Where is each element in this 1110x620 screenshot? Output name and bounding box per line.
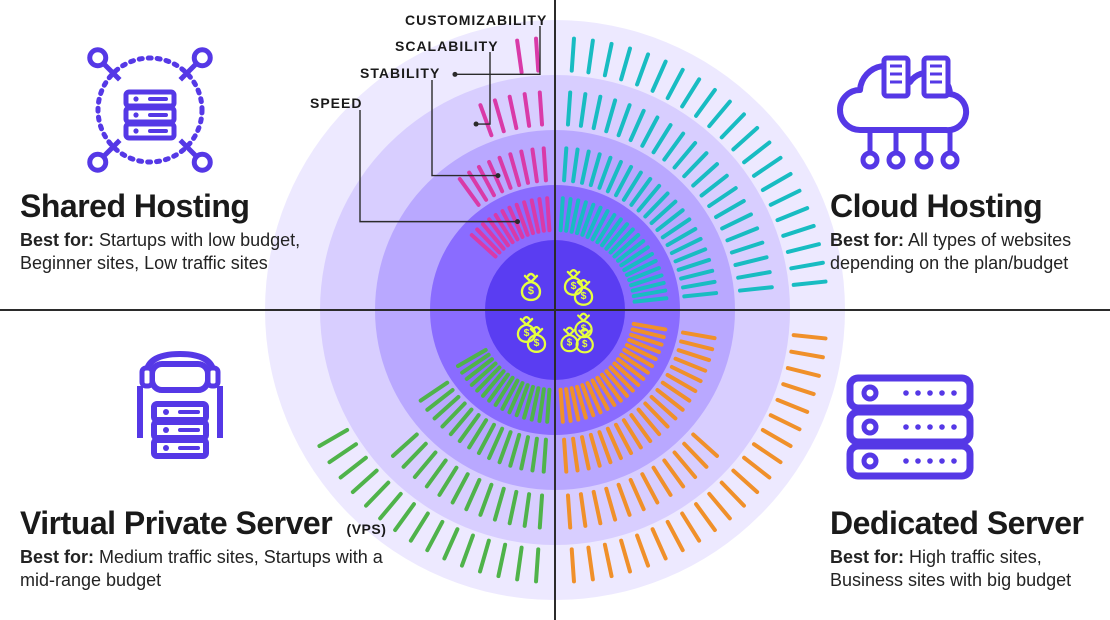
label-scalability: SCALABILITY — [395, 38, 499, 54]
vps-icon — [140, 354, 220, 456]
svg-text:$: $ — [581, 291, 587, 302]
shared-hosting-desc: Best for: Startups with low budget, Begi… — [20, 229, 320, 274]
svg-text:$: $ — [571, 281, 577, 292]
shared-hosting-title: Shared Hosting — [20, 188, 320, 225]
cloud-hosting-block: Cloud Hosting Best for: All types of web… — [830, 188, 1100, 274]
dedicated-block: Dedicated Server Best for: High traffic … — [830, 505, 1100, 591]
svg-text:$: $ — [524, 328, 530, 339]
label-speed: SPEED — [310, 95, 362, 111]
dedicated-server-icon — [850, 378, 970, 476]
svg-text:$: $ — [528, 285, 534, 297]
svg-text:$: $ — [534, 338, 540, 349]
vps-block: Virtual Private Server (VPS) Best for: M… — [20, 505, 390, 591]
dedicated-title: Dedicated Server — [830, 505, 1100, 542]
vps-desc: Best for: Medium traffic sites, Startups… — [20, 546, 390, 591]
label-stability: STABILITY — [360, 65, 440, 81]
cloud-hosting-desc: Best for: All types of websites dependin… — [830, 229, 1100, 274]
svg-text:$: $ — [582, 339, 588, 350]
shared-hosting-icon — [90, 50, 211, 171]
dedicated-desc: Best for: High traffic sites, Business s… — [830, 546, 1100, 591]
svg-text:$: $ — [567, 338, 573, 349]
cloud-hosting-title: Cloud Hosting — [830, 188, 1100, 225]
label-customizability: CUSTOMIZABILITY — [405, 12, 547, 28]
cloud-hosting-icon — [840, 58, 966, 167]
vps-title: Virtual Private Server (VPS) — [20, 505, 390, 542]
shared-hosting-block: Shared Hosting Best for: Startups with l… — [20, 188, 320, 274]
vps-subtitle: (VPS) — [347, 521, 387, 537]
